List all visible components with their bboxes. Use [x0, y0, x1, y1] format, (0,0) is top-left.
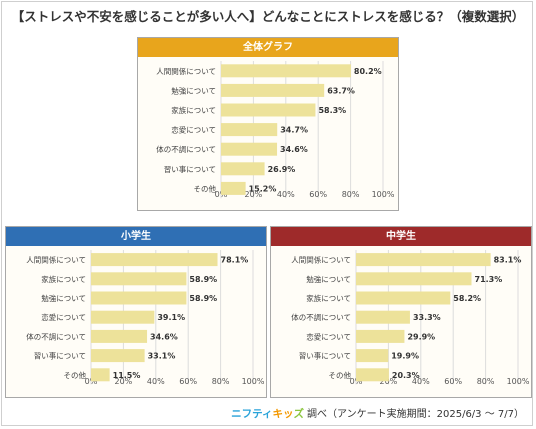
- bar: [221, 142, 278, 156]
- footer-text: 調べ（アンケート実施期間：2025/6/3 ～ 7/7）: [307, 409, 524, 420]
- logo-text-1: ニフティ: [231, 408, 273, 420]
- x-tick-label: 60%: [309, 190, 327, 199]
- x-tick-label: 100%: [242, 377, 265, 386]
- chart-title-overall: 全体グラフ: [138, 38, 398, 57]
- chart-title-elementary: 小学生: [6, 227, 266, 246]
- category-label: 人間関係について: [291, 256, 351, 265]
- category-label: 勉強について: [41, 293, 86, 303]
- value-label: 11.5%: [113, 371, 141, 380]
- value-label: 15.2%: [249, 184, 277, 193]
- bar: [356, 272, 472, 286]
- value-label: 33.1%: [148, 352, 176, 361]
- category-label: 家族について: [306, 293, 351, 303]
- category-label: 習い事について: [299, 351, 351, 361]
- category-label: その他: [64, 370, 87, 380]
- value-label: 39.1%: [157, 313, 185, 322]
- bar: [356, 291, 451, 305]
- bar: [91, 253, 218, 267]
- category-label: 人間関係について: [156, 67, 216, 76]
- x-tick-label: 40%: [277, 190, 295, 199]
- bar: [356, 329, 405, 343]
- chart-title-junior-high: 中学生: [271, 227, 531, 246]
- value-label: 26.9%: [268, 165, 296, 174]
- x-tick-label: 80%: [477, 377, 495, 386]
- category-label: 家族について: [41, 274, 86, 284]
- logo-text-2: キッ: [272, 408, 294, 420]
- x-tick-label: 100%: [372, 190, 395, 199]
- value-label: 58.2%: [453, 294, 481, 303]
- value-label: 78.1%: [221, 256, 249, 265]
- bar: [221, 103, 316, 117]
- x-tick-label: 20%: [245, 190, 263, 199]
- chart-panel-overall: 全体グラフ 0%20%40%60%80%100%人間関係について80.2%勉強に…: [137, 37, 399, 211]
- category-label: 人間関係について: [26, 256, 86, 265]
- value-label: 71.3%: [475, 275, 503, 284]
- bar-chart-elementary: 0% 20% 40% 60% 80% 100% 人間関係について 78.1% 家族について 58.…: [26, 250, 265, 386]
- category-label: 習い事について: [34, 351, 86, 361]
- value-label: 58.9%: [189, 294, 217, 303]
- chart-panel-elementary: 小学生 0% 20% 40% 60% 80% 100% 人間関係について 78.1% 家族につい…: [5, 226, 267, 398]
- bar-chart-junior-high: 0% 20% 40% 60% 80% 100% 人間関係について 83.1% 勉強について 71.…: [291, 250, 530, 386]
- bar: [91, 368, 110, 382]
- x-tick-label: 40%: [412, 377, 430, 386]
- x-tick-label: 100%: [507, 377, 530, 386]
- bar: [221, 123, 278, 137]
- value-label: 83.1%: [494, 256, 522, 265]
- x-tick-label: 60%: [444, 377, 462, 386]
- bar: [356, 349, 389, 363]
- bar: [356, 253, 491, 267]
- category-label: 体の不調について: [291, 312, 351, 322]
- value-label: 58.9%: [189, 275, 217, 284]
- value-label: 19.9%: [391, 352, 419, 361]
- category-label: 家族について: [171, 105, 216, 115]
- bar: [356, 310, 410, 324]
- value-label: 33.3%: [413, 313, 441, 322]
- category-label: 恋愛について: [171, 125, 216, 135]
- bar: [91, 272, 187, 286]
- bar: [221, 162, 265, 176]
- bar: [356, 368, 389, 382]
- chart-panel-junior-high: 中学生 0% 20% 40% 60% 80% 100% 人間関係について 83.1% 勉強につい…: [270, 226, 532, 398]
- category-label: 恋愛について: [306, 331, 351, 341]
- category-label: その他: [194, 183, 217, 193]
- category-label: 勉強について: [306, 274, 351, 284]
- bar: [91, 349, 145, 363]
- category-label: その他: [329, 370, 352, 380]
- nifty-kids-logo: ニフティキッズ: [231, 408, 304, 420]
- x-tick-label: 20%: [115, 377, 133, 386]
- value-label: 29.9%: [407, 332, 435, 341]
- page-title: 【ストレスや不安を感じることが多い人へ】どんなことにストレスを感じる？（複数選択…: [11, 9, 525, 24]
- bar: [91, 291, 187, 305]
- value-label: 34.7%: [280, 126, 308, 135]
- x-tick-label: 60%: [179, 377, 197, 386]
- bar: [221, 181, 246, 195]
- footer-credit: ニフティキッズ 調べ（アンケート実施期間：2025/6/3 ～ 7/7）: [231, 405, 524, 421]
- bar: [221, 83, 325, 97]
- category-label: 習い事について: [164, 164, 216, 174]
- x-tick-label: 80%: [342, 190, 360, 199]
- category-label: 体の不調について: [156, 144, 216, 154]
- category-label: 勉強について: [171, 85, 216, 95]
- value-label: 20.3%: [392, 371, 420, 380]
- value-label: 34.6%: [280, 145, 308, 154]
- value-label: 58.3%: [318, 106, 346, 115]
- x-tick-label: 0%: [85, 377, 98, 386]
- value-label: 34.6%: [150, 332, 178, 341]
- value-label: 80.2%: [354, 67, 382, 76]
- bar: [91, 310, 155, 324]
- x-tick-label: 0%: [350, 377, 363, 386]
- bar: [91, 329, 148, 343]
- category-label: 体の不調について: [26, 331, 86, 341]
- bar: [221, 64, 351, 78]
- x-tick-label: 20%: [380, 377, 398, 386]
- logo-text-3: ズ: [293, 408, 305, 420]
- value-label: 63.7%: [327, 86, 355, 95]
- category-label: 恋愛について: [41, 312, 86, 322]
- bar-chart-overall: 0%20%40%60%80%100%人間関係について80.2%勉強について63.…: [156, 61, 395, 199]
- x-tick-label: 80%: [212, 377, 230, 386]
- x-tick-label: 40%: [147, 377, 165, 386]
